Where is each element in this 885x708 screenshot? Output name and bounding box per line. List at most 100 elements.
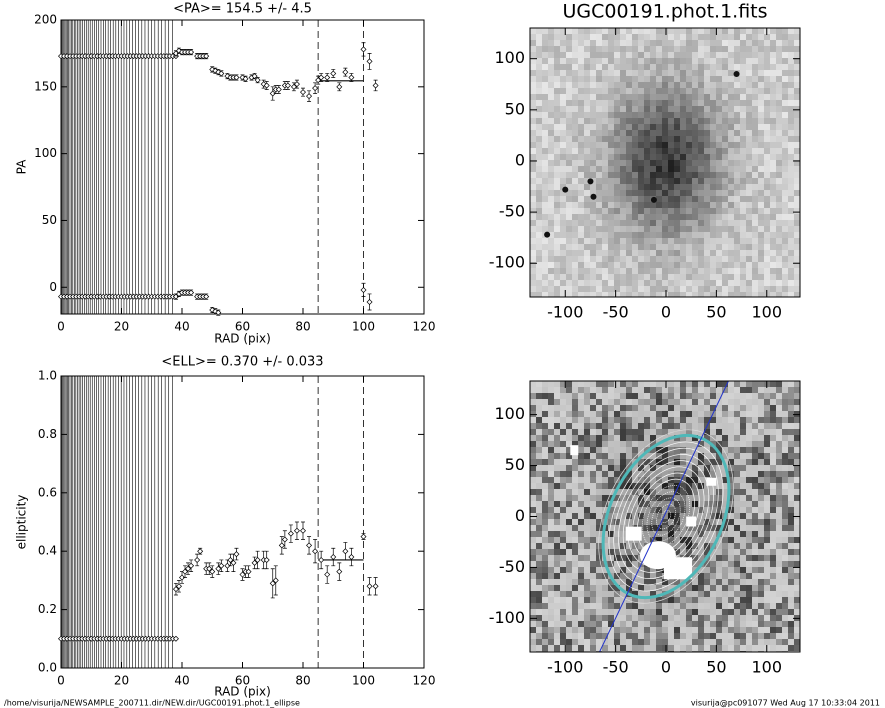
pixel bbox=[692, 28, 698, 34]
data-point bbox=[197, 548, 204, 555]
pixel bbox=[572, 471, 578, 477]
pixel bbox=[596, 459, 602, 465]
pixel bbox=[782, 82, 788, 88]
pixel bbox=[680, 172, 686, 178]
pixel bbox=[716, 262, 722, 268]
pixel bbox=[710, 238, 716, 244]
pixel bbox=[656, 40, 662, 46]
pixel bbox=[776, 286, 782, 292]
pixel bbox=[650, 393, 656, 399]
pixel bbox=[578, 387, 584, 393]
pixel bbox=[638, 130, 644, 136]
pixel bbox=[632, 519, 638, 525]
pixel bbox=[650, 399, 656, 405]
pixel bbox=[722, 88, 728, 94]
pixel bbox=[584, 220, 590, 226]
pixel bbox=[752, 381, 758, 387]
pixel bbox=[554, 226, 560, 232]
pixel bbox=[608, 483, 614, 489]
pixel bbox=[578, 244, 584, 250]
pixel bbox=[716, 142, 722, 148]
pixel bbox=[644, 501, 650, 507]
pixel bbox=[782, 447, 788, 453]
pixel bbox=[680, 513, 686, 519]
pixel bbox=[602, 435, 608, 441]
pixel bbox=[542, 94, 548, 100]
pixel bbox=[752, 621, 758, 627]
pixel bbox=[722, 555, 728, 561]
pixel bbox=[674, 250, 680, 256]
pixel bbox=[788, 34, 794, 40]
pixel bbox=[536, 501, 542, 507]
pixel bbox=[632, 447, 638, 453]
pixel bbox=[638, 645, 644, 651]
pixel bbox=[710, 585, 716, 591]
pixel bbox=[596, 268, 602, 274]
pixel bbox=[536, 250, 542, 256]
pixel bbox=[662, 621, 668, 627]
pixel bbox=[764, 573, 770, 579]
pixel bbox=[722, 82, 728, 88]
pixel bbox=[746, 160, 752, 166]
pixel bbox=[650, 82, 656, 88]
pixel bbox=[782, 537, 788, 543]
pixel bbox=[680, 280, 686, 286]
pixel bbox=[728, 226, 734, 232]
pixel bbox=[776, 28, 782, 34]
pixel bbox=[692, 142, 698, 148]
pixel bbox=[716, 501, 722, 507]
pixel bbox=[794, 423, 800, 429]
pixel bbox=[530, 220, 536, 226]
pixel bbox=[662, 100, 668, 106]
pixel bbox=[794, 244, 800, 250]
pixel bbox=[674, 244, 680, 250]
pixel bbox=[680, 543, 686, 549]
pixel bbox=[626, 585, 632, 591]
data-point bbox=[233, 551, 240, 558]
pixel bbox=[656, 627, 662, 633]
pixel bbox=[560, 507, 566, 513]
pixel bbox=[692, 507, 698, 513]
pixel bbox=[764, 58, 770, 64]
pixel bbox=[794, 621, 800, 627]
pixel bbox=[614, 238, 620, 244]
pixel bbox=[698, 513, 704, 519]
pixel bbox=[710, 627, 716, 633]
pixel bbox=[794, 256, 800, 262]
pixel bbox=[650, 447, 656, 453]
pixel bbox=[542, 118, 548, 124]
pixel bbox=[584, 40, 590, 46]
pixel bbox=[536, 609, 542, 615]
pixel bbox=[758, 621, 764, 627]
pixel bbox=[626, 393, 632, 399]
pixel bbox=[572, 423, 578, 429]
pixel bbox=[692, 489, 698, 495]
pixel bbox=[776, 172, 782, 178]
pixel bbox=[686, 196, 692, 202]
pixel bbox=[758, 561, 764, 567]
pixel bbox=[668, 154, 674, 160]
pixel bbox=[752, 579, 758, 585]
pixel bbox=[614, 112, 620, 118]
pixel bbox=[662, 220, 668, 226]
pixel bbox=[722, 525, 728, 531]
pixel bbox=[680, 591, 686, 597]
pixel bbox=[692, 417, 698, 423]
pixel bbox=[632, 208, 638, 214]
pixel bbox=[602, 411, 608, 417]
pixel bbox=[566, 232, 572, 238]
pixel bbox=[608, 627, 614, 633]
pixel bbox=[680, 477, 686, 483]
pixel bbox=[686, 537, 692, 543]
pixel bbox=[734, 609, 740, 615]
pixel bbox=[566, 238, 572, 244]
pixel bbox=[698, 106, 704, 112]
pixel bbox=[776, 148, 782, 154]
pixel bbox=[704, 34, 710, 40]
pixel bbox=[764, 579, 770, 585]
pixel bbox=[632, 28, 638, 34]
pixel bbox=[734, 597, 740, 603]
pixel bbox=[662, 525, 668, 531]
pixel bbox=[698, 447, 704, 453]
pixel bbox=[584, 226, 590, 232]
